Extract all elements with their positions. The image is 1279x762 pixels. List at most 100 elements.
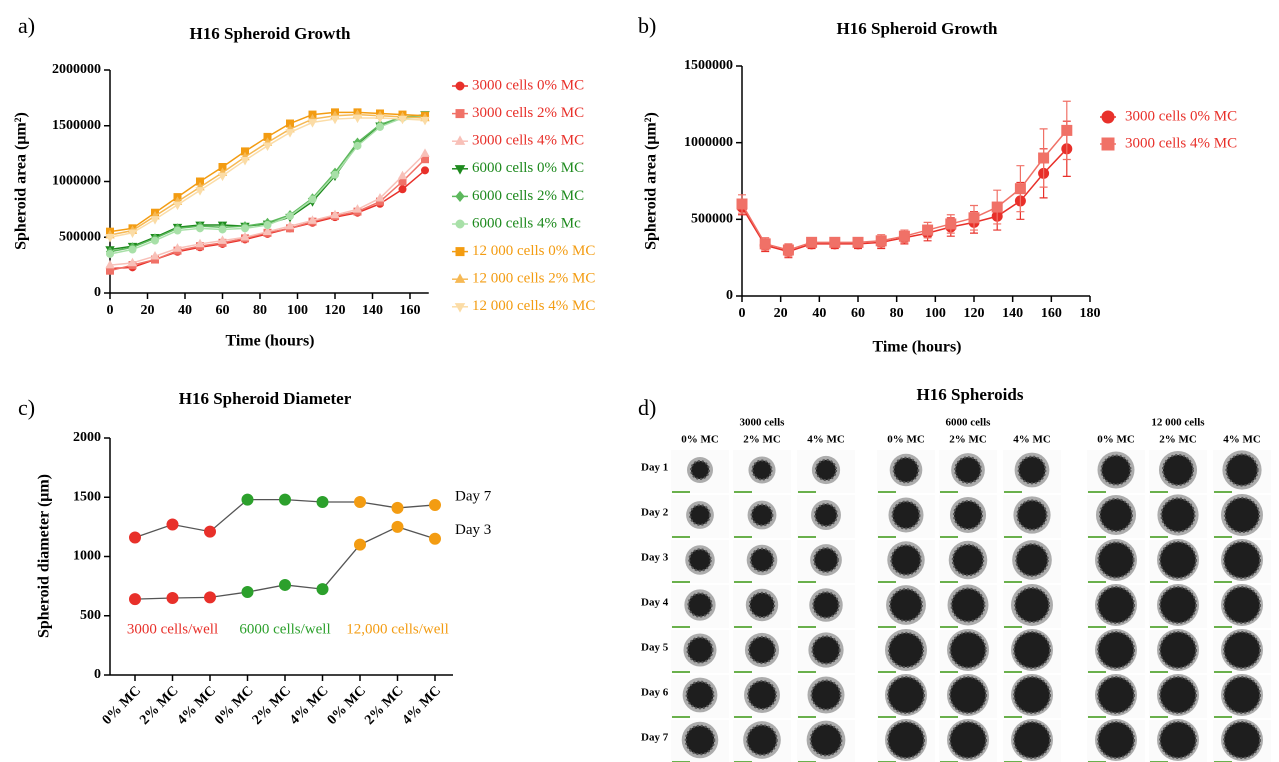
data-point — [898, 230, 910, 242]
x-tick-label: 100 — [287, 303, 308, 318]
column-label: 0% MC — [887, 434, 925, 446]
data-point — [330, 115, 340, 125]
spheroid — [949, 631, 987, 669]
spheroid — [1097, 541, 1135, 579]
spheroid — [749, 547, 775, 573]
x-tick-label: 80 — [890, 306, 904, 321]
data-point — [398, 185, 407, 194]
spheroid — [1160, 497, 1196, 533]
data-point — [151, 236, 159, 245]
spheroid — [952, 499, 984, 531]
data-point — [852, 236, 864, 248]
data-point — [330, 209, 340, 219]
panel-label: b) — [638, 13, 656, 38]
row-label: Day 7 — [641, 732, 669, 744]
x-tick-label: 4% MC — [287, 683, 331, 727]
spheroid — [1013, 586, 1051, 624]
data-point — [308, 195, 317, 204]
legend-marker — [455, 109, 465, 119]
data-point — [375, 192, 385, 202]
spheroid — [951, 543, 985, 577]
x-tick-label: 0% MC — [325, 683, 369, 727]
spheroid — [1097, 721, 1135, 759]
data-point — [204, 525, 216, 538]
group-label: 12,000 cells/well — [346, 621, 448, 637]
legend-marker — [455, 81, 465, 91]
x-tick-label: 80 — [253, 303, 267, 318]
data-point — [391, 501, 404, 514]
spheroid — [1223, 586, 1261, 624]
chart-title: H16 Spheroid Growth — [190, 24, 351, 43]
data-point — [166, 591, 179, 604]
data-point — [172, 201, 183, 211]
spheroid — [1098, 497, 1134, 533]
data-point — [127, 257, 138, 267]
spheroid — [1223, 541, 1261, 579]
data-point — [1014, 183, 1026, 195]
data-point — [875, 235, 887, 247]
spheroid — [813, 547, 839, 573]
y-tick-label: 1000000 — [52, 174, 101, 189]
x-tick-label: 120 — [325, 303, 346, 318]
data-point — [166, 518, 179, 531]
data-point — [286, 212, 294, 221]
spheroid — [887, 721, 925, 759]
x-tick-label: 20 — [774, 306, 788, 321]
y-tick-label: 1000000 — [684, 135, 733, 150]
x-tick-label: 4% MC — [400, 683, 444, 727]
legend-label: 3000 cells 4% MC — [472, 133, 584, 149]
x-tick-label: 2% MC — [250, 683, 294, 727]
data-point — [991, 201, 1003, 213]
spheroid — [887, 631, 925, 669]
column-label: 4% MC — [807, 434, 845, 446]
group-label: 6000 cells/well — [239, 621, 330, 637]
spheroid — [814, 458, 838, 482]
row-label: Day 5 — [641, 642, 669, 654]
data-point — [429, 498, 441, 511]
legend-marker — [1101, 137, 1115, 151]
x-tick-label: 60 — [851, 306, 865, 321]
legend-label: 12 000 cells 2% MC — [472, 271, 595, 287]
y-tick-label: 1500 — [73, 489, 101, 504]
data-point — [262, 142, 273, 152]
data-point — [196, 224, 204, 233]
spheroid — [887, 676, 925, 714]
spheroid — [748, 591, 776, 619]
x-tick-label: 4% MC — [175, 683, 219, 727]
y-tick-label: 1000 — [73, 549, 101, 564]
data-point — [105, 233, 115, 243]
spheroid — [809, 723, 843, 757]
legend-label: 6000 cells 4% Mc — [472, 215, 581, 231]
data-point — [105, 259, 115, 269]
legend-label: 3000 cells 0% MC — [1125, 108, 1237, 124]
data-point — [150, 250, 160, 260]
row-label: Day 2 — [641, 507, 669, 519]
data-point — [279, 493, 291, 506]
x-tick-label: 2% MC — [137, 683, 181, 727]
spheroid — [1097, 676, 1135, 714]
data-point — [420, 148, 430, 157]
y-axis-label: Spheroid area (μm²) — [13, 112, 30, 250]
chart-title: H16 Spheroid Growth — [837, 19, 998, 38]
row-label: Day 4 — [641, 597, 669, 609]
spheroid — [890, 544, 922, 576]
data-point — [173, 226, 182, 235]
x-tick-label: 60 — [216, 303, 230, 318]
spheroid — [747, 635, 777, 665]
spheroid — [686, 636, 714, 664]
data-point — [375, 114, 385, 124]
column-label: 4% MC — [1223, 434, 1261, 446]
data-point — [204, 591, 216, 604]
x-tick-label: 0 — [739, 306, 746, 321]
data-point — [376, 122, 384, 131]
x-axis-label: Time (hours) — [225, 333, 314, 350]
spheroid — [1015, 543, 1049, 577]
row-label: Day 1 — [641, 462, 668, 474]
data-point — [806, 236, 818, 248]
data-point — [279, 578, 291, 591]
panel-label: a) — [18, 13, 35, 38]
legend-marker — [454, 273, 466, 283]
spheroid — [892, 456, 920, 484]
row-label: Day 6 — [641, 687, 669, 699]
